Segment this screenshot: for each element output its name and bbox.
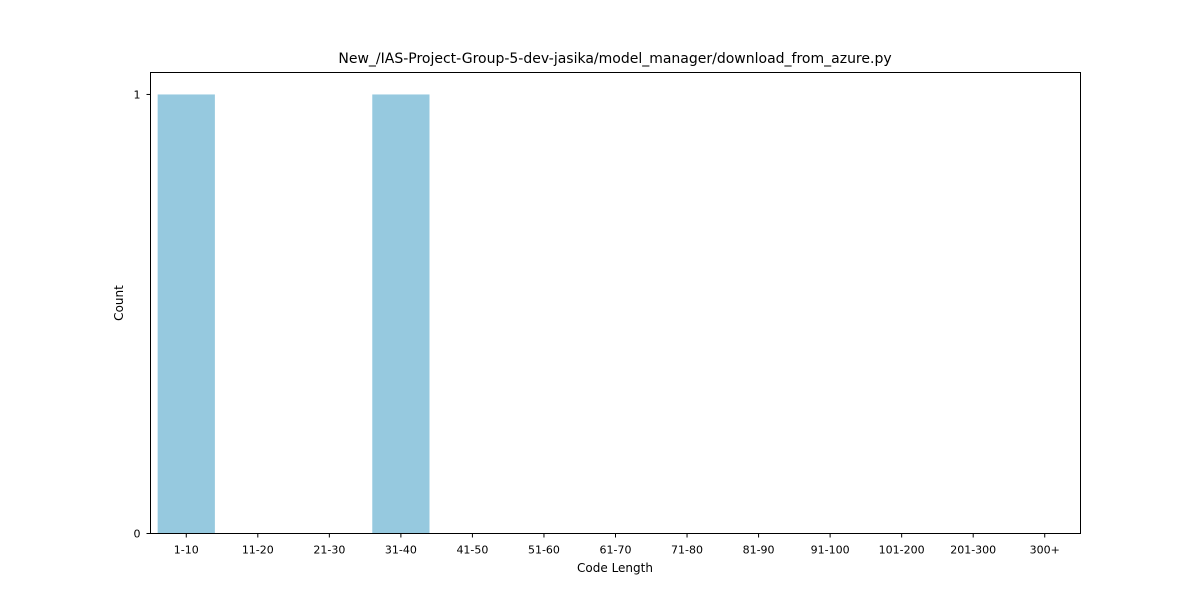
x-axis-label: Code Length [577, 561, 653, 575]
x-tick-label: 41-50 [456, 544, 488, 557]
bars-group [157, 94, 430, 534]
x-tick-label: 71-80 [671, 544, 703, 557]
x-tick-label: 201-300 [950, 544, 996, 557]
x-tick-label: 31-40 [385, 544, 417, 557]
plot-frame [150, 72, 1081, 534]
x-tick-label: 91-100 [811, 544, 850, 557]
x-tick-label: 101-200 [879, 544, 925, 557]
y-tick-label: 0 [134, 528, 141, 541]
y-axis-label: Count [112, 285, 126, 321]
chart-title: New_/IAS-Project-Group-5-dev-jasika/mode… [338, 51, 891, 67]
x-tick-label: 21-30 [313, 544, 345, 557]
x-tick-label: 81-90 [743, 544, 775, 557]
bar-1-10 [157, 94, 215, 534]
x-ticks-group: 1-10 11-20 21-30 31-40 41-50 51-60 61-70 71-80 8… [174, 533, 1060, 557]
y-tick-label: 1 [134, 88, 141, 101]
x-tick-label: 300+ [1030, 544, 1060, 557]
x-tick-label: 1-10 [174, 544, 199, 557]
x-tick-label: 61-70 [600, 544, 632, 557]
bar-31-40 [372, 94, 430, 534]
x-tick-label: 11-20 [242, 544, 274, 557]
x-tick-label: 51-60 [528, 544, 560, 557]
y-ticks-group: 01 [134, 88, 151, 541]
